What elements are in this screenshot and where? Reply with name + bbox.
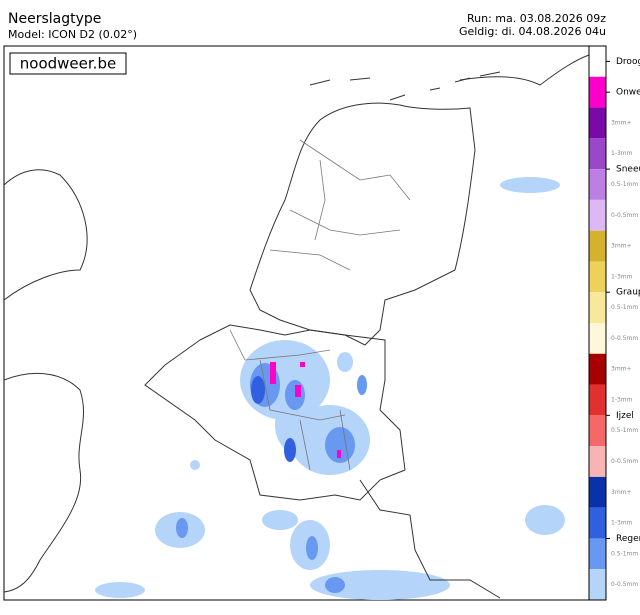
- valid: Geldig: di. 04.08.2026 04u: [459, 25, 606, 38]
- legend-level-label: 0.5-1mm: [611, 427, 638, 434]
- legend-level-label: 3mm+: [611, 489, 632, 496]
- legend-level-label: 1-3mm: [611, 520, 633, 527]
- legend-level-label: 1-3mm: [611, 273, 633, 280]
- legend-swatch: [589, 476, 606, 508]
- legend-level-label: 3mm+: [611, 243, 632, 250]
- map-frame: [3, 45, 590, 601]
- legend-swatch: [589, 199, 606, 231]
- brand: noodweer.be: [20, 55, 116, 73]
- legend: Droog Onwe 3mm+ 1-3mm 0.5-1mm 0-0.5mm Sneeu 3mm…: [588, 45, 640, 601]
- legend-label: Regen: [616, 534, 640, 544]
- legend-level-label: 1-3mm: [611, 396, 633, 403]
- legend-swatch: [589, 292, 606, 323]
- legend-level-label: 0-0.5mm: [611, 335, 638, 342]
- legend-swatch: [589, 384, 606, 416]
- legend-swatch: [589, 415, 606, 447]
- legend-swatch: [589, 138, 606, 170]
- legend-level-label: 0.5-1mm: [611, 550, 638, 557]
- legend-level-label: 3mm+: [611, 366, 632, 373]
- legend-label: Sneeu: [616, 165, 640, 175]
- legend-label: Ijzel: [616, 411, 634, 421]
- legend-level-label: 0-0.5mm: [611, 581, 638, 588]
- legend-level-label: 0.5-1mm: [611, 181, 638, 188]
- title: Neerslagtype: [8, 11, 101, 27]
- legend-swatch: [589, 169, 606, 200]
- run: Run: ma. 03.08.2026 09z: [467, 12, 606, 25]
- legend-swatch: [589, 507, 606, 539]
- legend-swatch: [589, 107, 606, 139]
- precipitation: [95, 177, 565, 600]
- legend-swatch: [589, 230, 606, 262]
- legend-swatch: [589, 261, 606, 293]
- legend-label: Droog: [616, 57, 640, 67]
- legend-level-label: 3mm+: [611, 119, 632, 126]
- legend-frame: [588, 45, 607, 601]
- legend-swatch: [589, 323, 606, 354]
- legend-swatch: [589, 353, 606, 385]
- legend-label: Graup: [616, 288, 640, 298]
- legend-swatch: [589, 569, 606, 600]
- map: [3, 45, 590, 601]
- legend-swatch: [589, 46, 606, 77]
- legend-level-label: 0-0.5mm: [611, 212, 638, 219]
- legend-level-label: 1-3mm: [611, 150, 633, 157]
- model: Model: ICON D2 (0.02°): [8, 28, 137, 41]
- legend-level-label: 0-0.5mm: [611, 458, 638, 465]
- legend-swatch: [589, 446, 606, 477]
- brand-box: [9, 52, 127, 75]
- legend-swatch: [589, 76, 606, 108]
- legend-level-label: 0.5-1mm: [611, 304, 638, 311]
- borders: [3, 54, 590, 599]
- legend-swatch: [589, 538, 606, 570]
- legend-label: Onwe: [616, 88, 640, 98]
